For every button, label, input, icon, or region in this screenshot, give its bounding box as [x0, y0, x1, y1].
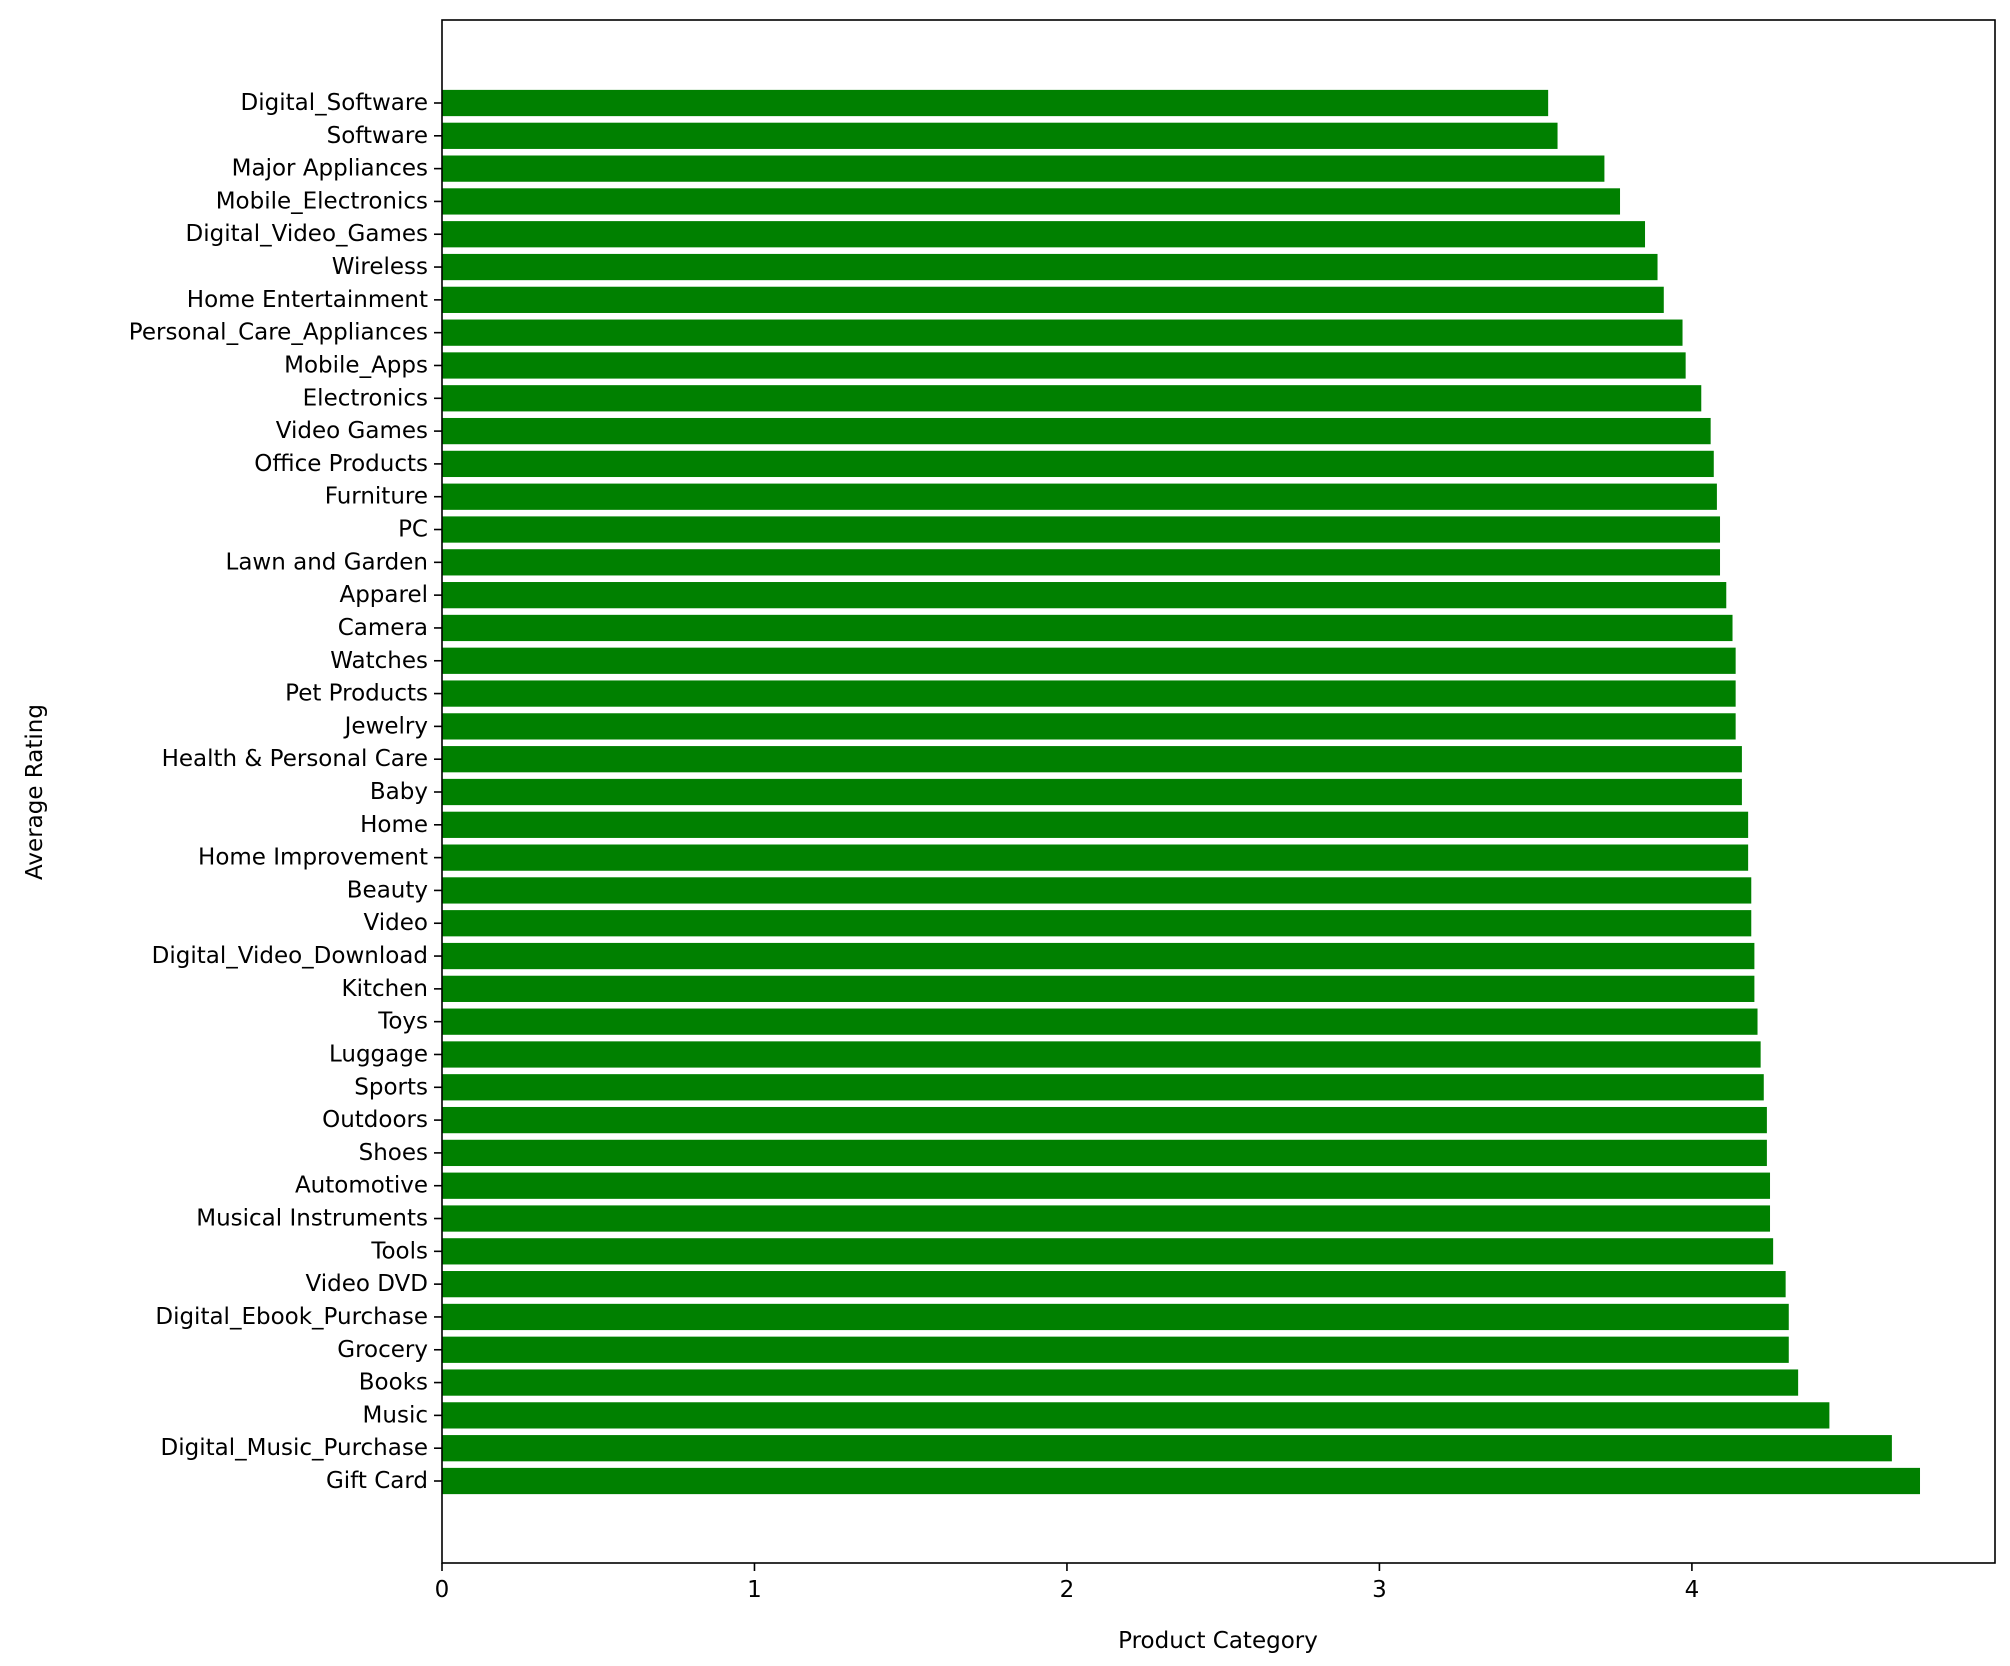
y-tick-label: Health & Personal Care: [162, 746, 428, 772]
y-tick-label: Furniture: [325, 484, 428, 510]
bar: [442, 450, 1714, 478]
y-tick-label: Books: [359, 1370, 428, 1396]
y-tick-label: Digital_Ebook_Purchase: [155, 1304, 428, 1330]
bar: [442, 1336, 1789, 1363]
bar: [442, 417, 1711, 445]
y-tick-label: Kitchen: [342, 976, 428, 1002]
y-tick-label: Software: [327, 123, 428, 149]
bar: [442, 352, 1686, 379]
y-tick-label: Tools: [370, 1238, 428, 1264]
bar: [442, 155, 1605, 182]
bar: [442, 647, 1736, 674]
y-tick-label: Major Appliances: [232, 156, 428, 182]
plot-frame: [441, 19, 1996, 1564]
bar: [442, 516, 1721, 543]
y-tick-label: Luggage: [329, 1041, 428, 1067]
bar: [442, 975, 1755, 1002]
x-axis-ticks: 0 1 2 3 4: [435, 1563, 1700, 1603]
y-tick-label: Mobile_Apps: [284, 352, 428, 378]
bar: [442, 385, 1702, 412]
bar: [442, 1172, 1771, 1199]
y-tick-label: Toys: [377, 1009, 428, 1035]
bar: [442, 1467, 1921, 1495]
y-tick-label: Personal_Care_Appliances: [129, 320, 428, 346]
y-tick-label: Pet Products: [285, 681, 428, 707]
bar: [442, 844, 1749, 871]
y-axis-label: Average Rating: [22, 704, 48, 880]
y-tick-label: Lawn and Garden: [226, 549, 429, 575]
y-tick-label: Video DVD: [305, 1271, 428, 1297]
bar: [442, 1205, 1771, 1232]
y-tick-label: Music: [363, 1402, 428, 1428]
y-tick-label: Home: [360, 812, 428, 838]
y-tick-label: Video: [364, 910, 428, 936]
y-tick-label: Video Games: [276, 418, 428, 444]
x-tick-label: 3: [1372, 1577, 1387, 1603]
bar: [442, 1238, 1774, 1265]
bar: [442, 1369, 1799, 1396]
y-tick-label: Sports: [354, 1074, 428, 1100]
bar: [442, 1435, 1892, 1462]
bar: [442, 221, 1646, 248]
bar: [442, 1139, 1767, 1167]
bar: [442, 1041, 1761, 1068]
y-tick-label: Jewelry: [343, 713, 428, 739]
bar: [442, 1303, 1789, 1331]
y-tick-label: Mobile_Electronics: [216, 188, 428, 214]
bar: [442, 746, 1742, 773]
bar: [442, 483, 1717, 510]
bar: [442, 89, 1549, 117]
bar: [442, 778, 1742, 806]
y-tick-label: PC: [398, 517, 428, 543]
x-tick-label: 1: [747, 1577, 762, 1603]
y-tick-label: Camera: [338, 615, 428, 641]
bar: [442, 1402, 1830, 1429]
y-axis-ticks: Digital_Software Software Major Appliances…: [129, 90, 442, 1494]
y-tick-label: Digital_Music_Purchase: [161, 1435, 428, 1461]
x-tick-label: 0: [435, 1577, 450, 1603]
y-tick-label: Gift Card: [326, 1468, 428, 1494]
bar: [442, 1074, 1764, 1101]
bar: [442, 680, 1736, 707]
y-tick-label: Musical Instruments: [196, 1206, 428, 1232]
bar: [442, 614, 1733, 642]
bar: [442, 1271, 1786, 1298]
y-tick-label: Electronics: [303, 385, 428, 411]
bar: [442, 910, 1752, 937]
bar: [442, 811, 1749, 838]
bar: [442, 188, 1621, 215]
x-axis-label: Product Category: [1118, 1628, 1318, 1654]
y-tick-label: Beauty: [347, 877, 428, 903]
bar: [442, 582, 1727, 609]
y-tick-label: Outdoors: [322, 1107, 428, 1133]
bar: [442, 549, 1721, 576]
y-tick-label: Apparel: [339, 582, 428, 608]
bar: [442, 253, 1658, 281]
bar: [442, 319, 1683, 346]
y-tick-label: Digital_Software: [241, 90, 428, 116]
y-tick-label: Digital_Video_Download: [152, 943, 428, 969]
y-tick-label: Watches: [330, 648, 428, 674]
y-tick-label: Grocery: [337, 1337, 428, 1363]
x-tick-label: 2: [1060, 1577, 1075, 1603]
y-tick-label: Automotive: [295, 1173, 428, 1199]
y-tick-label: Wireless: [332, 254, 428, 280]
bar: [442, 713, 1736, 740]
x-tick-label: 4: [1685, 1577, 1700, 1603]
y-tick-label: Shoes: [359, 1140, 428, 1166]
bars: [442, 89, 1921, 1495]
bar: [442, 1106, 1767, 1134]
bar: [442, 122, 1558, 149]
y-tick-label: Home Improvement: [198, 845, 428, 871]
bar: [442, 286, 1664, 313]
bar: [442, 1008, 1758, 1035]
bar: [442, 877, 1752, 904]
y-tick-label: Office Products: [254, 451, 428, 477]
bar: [442, 942, 1755, 970]
y-tick-label: Digital_Video_Games: [186, 221, 429, 247]
y-tick-label: Baby: [370, 779, 428, 805]
y-tick-label: Home Entertainment: [187, 287, 428, 313]
